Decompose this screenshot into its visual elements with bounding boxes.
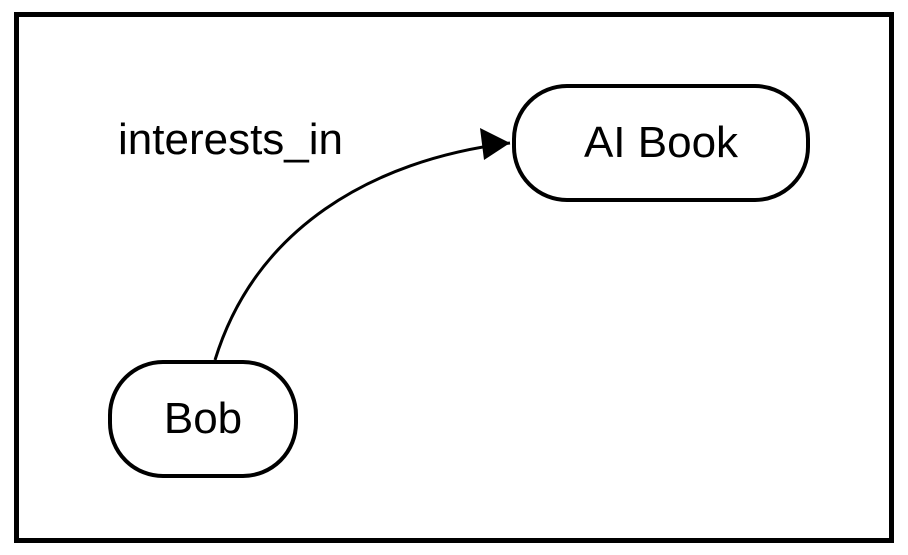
node-ai_book: AI Book	[512, 84, 810, 202]
node-label-bob: Bob	[164, 394, 242, 444]
node-label-ai_book: AI Book	[584, 118, 738, 168]
node-bob: Bob	[108, 360, 298, 478]
edge-label-interests_in: interests_in	[118, 115, 343, 165]
